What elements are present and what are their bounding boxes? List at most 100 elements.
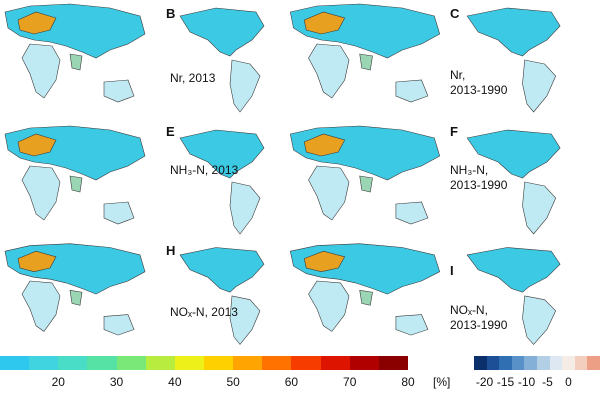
south-america-shape: [229, 181, 261, 235]
panel-label-line: Nr, 2013: [170, 71, 216, 85]
australia-shape: [103, 314, 135, 336]
map-panel-g: [0, 240, 150, 350]
australia-shape: [395, 201, 429, 225]
colorbar-swatch: [378, 356, 408, 370]
map-panel-h2: [285, 240, 445, 350]
world-map-americas: [179, 7, 265, 113]
europe-shape: [17, 250, 57, 273]
colorbar-concentration: [0, 356, 408, 370]
colorbar-tick-label: 50: [226, 375, 240, 389]
australia-shape: [395, 314, 429, 336]
india-shape: [69, 289, 83, 306]
india-shape: [69, 53, 83, 71]
europe-shape: [303, 133, 346, 157]
colorbar-swatch: [291, 356, 321, 370]
colorbar-swatch: [524, 356, 537, 370]
africa-shape: [21, 43, 61, 99]
colorbar-tick-label: -5: [542, 375, 553, 389]
north-america-shape: [179, 7, 265, 57]
colorbar-swatch: [116, 356, 146, 370]
world-map-americas: [179, 129, 265, 235]
colorbar-tick-label: 30: [109, 375, 124, 389]
panel-label-line: Nr,: [450, 68, 466, 82]
colorbar-swatch: [320, 356, 350, 370]
world-map-eurasia-africa-australia: [289, 125, 441, 225]
australia-shape: [395, 79, 429, 103]
colorbar-swatch: [262, 356, 292, 370]
world-map-eurasia-africa-australia: [4, 125, 146, 225]
world-map-eurasia-africa-australia: [289, 243, 441, 336]
panel-label-f: NH₃-N, 2013-1990: [450, 163, 507, 193]
south-america-shape: [522, 295, 557, 345]
colorbar-tick-label: 60: [284, 375, 299, 389]
panel-label-line: 2013-1990: [450, 178, 508, 192]
europe-shape: [17, 11, 57, 35]
colorbar-swatch: [474, 356, 487, 370]
north-america-shape: [179, 247, 265, 293]
india-shape: [359, 53, 373, 71]
europe-shape: [303, 250, 346, 273]
south-america-shape: [229, 295, 261, 345]
africa-shape: [308, 280, 350, 332]
panel-label-e: NH₃-N, 2013: [170, 163, 238, 178]
colorbar-swatch: [536, 356, 550, 370]
india-shape: [359, 175, 373, 193]
south-america-shape: [522, 181, 557, 235]
map-panel-i: [445, 240, 600, 350]
india-shape: [69, 175, 83, 193]
map-panel-c: [445, 0, 600, 118]
world-map-eurasia-africa-australia: [289, 3, 441, 103]
south-america-shape: [229, 59, 261, 113]
australia-shape: [103, 79, 135, 103]
colorbar-tick-label: 20: [51, 375, 65, 389]
map-panel-h: [160, 240, 300, 350]
world-map-americas: [466, 7, 561, 113]
world-map-eurasia-africa-australia: [4, 3, 146, 103]
panel-letter-c: C: [450, 6, 460, 21]
panel-label-c: Nr, 2013-1990: [450, 68, 507, 98]
colorbar-swatch: [587, 356, 600, 370]
world-map-americas: [466, 247, 561, 345]
colorbar-swatch: [203, 356, 234, 370]
africa-shape: [308, 165, 350, 221]
panel-letter-i: I: [450, 263, 454, 278]
europe-shape: [17, 133, 57, 157]
colorbar-swatch: [87, 356, 117, 370]
colorbar-swatch: [233, 356, 263, 370]
map-panel-f: [445, 122, 600, 240]
world-map-eurasia-africa-australia: [4, 243, 146, 336]
south-america-shape: [522, 59, 557, 113]
colorbar-tick-label: 70: [343, 375, 357, 389]
colorbar-swatch: [174, 356, 204, 370]
world-map-americas: [179, 247, 265, 345]
colorbar-swatch: [574, 356, 588, 370]
panel-letter-f: F: [450, 124, 458, 139]
colorbar-swatch: [511, 356, 525, 370]
colorbar-change-ticks: -20 -15 -10 -5 0: [474, 375, 600, 391]
panel-label-line: NH₃-N,: [450, 163, 489, 177]
panel-letter-h: H: [166, 243, 176, 258]
colorbar-swatch: [486, 356, 500, 370]
colorbar-tick-label: 0: [565, 375, 572, 389]
colorbar-tick-label: -15: [496, 375, 515, 389]
colorbar-concentration-ticks: 20 30 40 50 60 70 80: [0, 375, 415, 391]
australia-shape: [103, 201, 135, 225]
colorbar-change: [474, 356, 600, 370]
colorbar-swatch: [58, 356, 88, 370]
map-panel-b: [160, 0, 300, 118]
colorbar-swatch: [549, 356, 563, 370]
north-america-shape: [179, 129, 265, 179]
north-america-shape: [466, 129, 561, 179]
colorbar-tick-label: 80: [401, 375, 415, 389]
north-america-shape: [466, 247, 561, 293]
africa-shape: [21, 165, 61, 221]
panel-label-b: Nr, 2013: [170, 71, 215, 86]
panel-letter-b: B: [166, 6, 176, 21]
panel-letter-e: E: [166, 124, 175, 139]
panel-label-h: NOₓ-N, 2013: [170, 305, 238, 320]
colorbar-swatch: [0, 356, 30, 370]
colorbar-swatch: [499, 356, 512, 370]
colorbar-swatch: [349, 356, 379, 370]
india-shape: [359, 289, 373, 306]
map-panel-e: [160, 122, 300, 240]
